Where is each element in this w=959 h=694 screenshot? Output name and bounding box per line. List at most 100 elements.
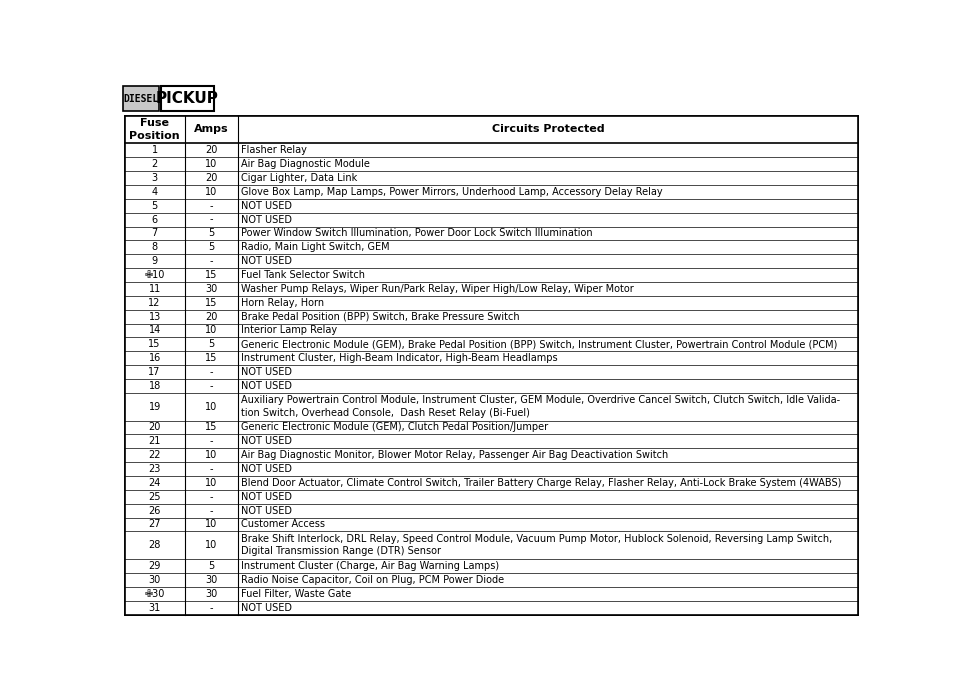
Bar [125, 601, 858, 615]
Text: PICKUP: PICKUP [156, 91, 219, 106]
Bar [125, 185, 858, 198]
Text: Flasher Relay: Flasher Relay [241, 145, 307, 155]
Text: -: - [209, 492, 213, 502]
Bar [125, 351, 858, 365]
Text: 5: 5 [208, 339, 214, 349]
Bar [125, 171, 858, 185]
Text: Interior Lamp Relay: Interior Lamp Relay [241, 325, 337, 335]
Text: DIESEL: DIESEL [123, 94, 158, 103]
Bar [125, 434, 858, 448]
Text: 28: 28 [149, 541, 161, 550]
Text: 15: 15 [205, 270, 218, 280]
Text: 25: 25 [149, 492, 161, 502]
Text: Brake Shift Interlock, DRL Relay, Speed Control Module, Vacuum Pump Motor, Hublo: Brake Shift Interlock, DRL Relay, Speed … [241, 534, 831, 557]
Bar [125, 587, 858, 601]
Text: -: - [209, 464, 213, 474]
Text: 5: 5 [208, 228, 214, 239]
Bar [125, 337, 858, 351]
Bar [125, 393, 858, 421]
Text: Glove Box Lamp, Map Lamps, Power Mirrors, Underhood Lamp, Accessory Delay Relay: Glove Box Lamp, Map Lamps, Power Mirrors… [241, 187, 663, 197]
Bar [125, 254, 858, 268]
Text: 27: 27 [149, 520, 161, 530]
Text: 4: 4 [152, 187, 157, 197]
Text: NOT USED: NOT USED [241, 201, 292, 211]
Bar [125, 379, 858, 393]
Text: 26: 26 [149, 506, 161, 516]
Text: 12: 12 [149, 298, 161, 307]
Text: 30: 30 [149, 575, 161, 585]
Text: 15: 15 [149, 339, 161, 349]
Text: Air Bag Diagnostic Module: Air Bag Diagnostic Module [241, 159, 369, 169]
Bar [161, 86, 214, 111]
Bar [125, 144, 858, 158]
Text: Instrument Cluster (Charge, Air Bag Warning Lamps): Instrument Cluster (Charge, Air Bag Warn… [241, 561, 499, 571]
Text: Circuits Protected: Circuits Protected [492, 124, 604, 135]
Text: 10: 10 [205, 541, 218, 550]
Text: Instrument Cluster, High-Beam Indicator, High-Beam Headlamps: Instrument Cluster, High-Beam Indicator,… [241, 353, 557, 363]
Bar [125, 421, 858, 434]
Text: 23: 23 [149, 464, 161, 474]
Text: Brake Pedal Position (BPP) Switch, Brake Pressure Switch: Brake Pedal Position (BPP) Switch, Brake… [241, 312, 519, 321]
Text: Auxiliary Powertrain Control Module, Instrument Cluster, GEM Module, Overdrive C: Auxiliary Powertrain Control Module, Ins… [241, 396, 840, 418]
Bar [125, 296, 858, 310]
Text: 7: 7 [152, 228, 157, 239]
Text: Fuel Filter, Waste Gate: Fuel Filter, Waste Gate [241, 589, 351, 599]
Text: ✙30: ✙30 [145, 589, 165, 599]
Bar [125, 268, 858, 282]
Bar [123, 86, 158, 111]
Text: Fuel Tank Selector Switch: Fuel Tank Selector Switch [241, 270, 364, 280]
Text: NOT USED: NOT USED [241, 381, 292, 391]
Text: NOT USED: NOT USED [241, 506, 292, 516]
Bar [125, 532, 858, 559]
Text: -: - [209, 214, 213, 225]
Bar [125, 212, 858, 226]
Text: -: - [209, 256, 213, 266]
Text: -: - [209, 437, 213, 446]
Text: 29: 29 [149, 561, 161, 571]
Bar [125, 462, 858, 476]
Text: 13: 13 [149, 312, 161, 321]
Text: 10: 10 [205, 450, 218, 460]
Text: NOT USED: NOT USED [241, 214, 292, 225]
Text: 5: 5 [208, 561, 214, 571]
Text: Radio Noise Capacitor, Coil on Plug, PCM Power Diode: Radio Noise Capacitor, Coil on Plug, PCM… [241, 575, 503, 585]
Bar [125, 490, 858, 504]
Text: 17: 17 [149, 367, 161, 377]
Text: 10: 10 [205, 478, 218, 488]
Text: 20: 20 [205, 173, 218, 183]
Text: 22: 22 [149, 450, 161, 460]
Bar [125, 226, 858, 240]
Bar [125, 282, 858, 296]
Text: Cigar Lighter, Data Link: Cigar Lighter, Data Link [241, 173, 357, 183]
Bar [125, 323, 858, 337]
Text: -: - [209, 381, 213, 391]
Text: 6: 6 [152, 214, 157, 225]
Text: 15: 15 [205, 423, 218, 432]
Text: 19: 19 [149, 402, 161, 412]
Text: Fuse
Position: Fuse Position [129, 118, 180, 141]
Text: Customer Access: Customer Access [241, 520, 325, 530]
Text: 21: 21 [149, 437, 161, 446]
Text: -: - [209, 602, 213, 613]
Bar [125, 518, 858, 532]
Text: Amps: Amps [194, 124, 228, 135]
Text: -: - [209, 367, 213, 377]
Text: Blend Door Actuator, Climate Control Switch, Trailer Battery Charge Relay, Flash: Blend Door Actuator, Climate Control Swi… [241, 478, 841, 488]
Text: 10: 10 [205, 402, 218, 412]
Text: 16: 16 [149, 353, 161, 363]
Text: 11: 11 [149, 284, 161, 294]
Text: NOT USED: NOT USED [241, 464, 292, 474]
Text: 15: 15 [205, 353, 218, 363]
Text: Power Window Switch Illumination, Power Door Lock Switch Illumination: Power Window Switch Illumination, Power … [241, 228, 593, 239]
Text: 3: 3 [152, 173, 157, 183]
Bar [125, 310, 858, 323]
Text: 10: 10 [205, 520, 218, 530]
Text: 1: 1 [152, 145, 157, 155]
Text: 10: 10 [205, 159, 218, 169]
Text: NOT USED: NOT USED [241, 437, 292, 446]
Bar [125, 158, 858, 171]
Text: Washer Pump Relays, Wiper Run/Park Relay, Wiper High/Low Relay, Wiper Motor: Washer Pump Relays, Wiper Run/Park Relay… [241, 284, 633, 294]
Text: 30: 30 [205, 575, 218, 585]
Text: NOT USED: NOT USED [241, 367, 292, 377]
Bar [125, 559, 858, 573]
